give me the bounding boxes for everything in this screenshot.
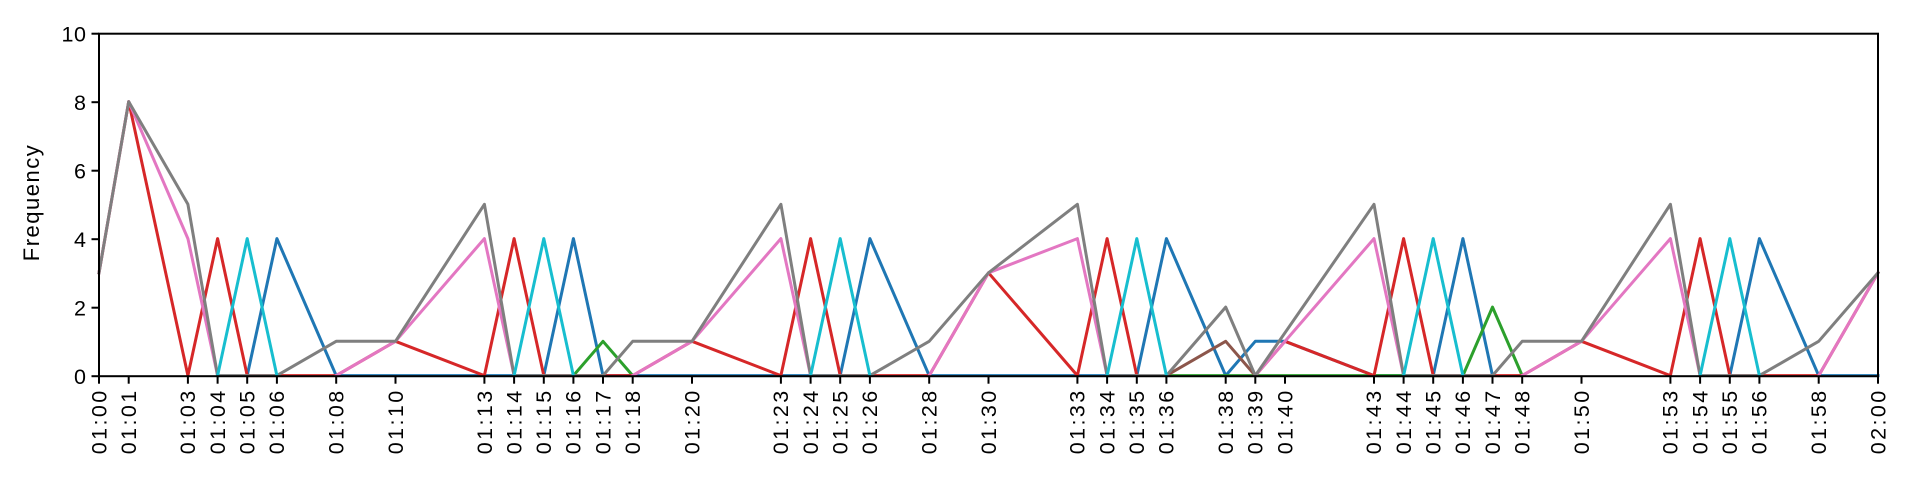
svg-text:01:39: 01:39: [1244, 388, 1268, 454]
svg-text:01:06: 01:06: [265, 388, 289, 454]
svg-text:01:43: 01:43: [1362, 388, 1386, 454]
svg-text:4: 4: [74, 228, 87, 252]
svg-text:01:16: 01:16: [562, 388, 586, 454]
svg-text:01:03: 01:03: [176, 388, 200, 454]
svg-text:01:24: 01:24: [799, 388, 823, 454]
svg-text:01:35: 01:35: [1125, 388, 1149, 454]
svg-text:01:26: 01:26: [858, 388, 882, 454]
svg-text:02:00: 02:00: [1866, 388, 1890, 454]
svg-text:01:54: 01:54: [1688, 388, 1712, 454]
svg-text:6: 6: [74, 160, 87, 184]
svg-text:0: 0: [74, 365, 87, 389]
svg-text:01:38: 01:38: [1214, 388, 1238, 454]
svg-text:01:04: 01:04: [206, 388, 230, 454]
svg-text:01:46: 01:46: [1451, 388, 1475, 454]
svg-text:01:36: 01:36: [1155, 388, 1179, 454]
svg-text:01:08: 01:08: [325, 388, 349, 454]
svg-text:01:18: 01:18: [621, 388, 645, 454]
svg-text:2: 2: [74, 297, 87, 321]
svg-text:01:20: 01:20: [680, 388, 704, 454]
svg-text:01:30: 01:30: [977, 388, 1001, 454]
svg-text:01:40: 01:40: [1273, 388, 1297, 454]
svg-text:Frequency: Frequency: [19, 144, 44, 261]
svg-text:01:56: 01:56: [1748, 388, 1772, 454]
svg-text:01:47: 01:47: [1481, 388, 1505, 454]
svg-text:8: 8: [74, 91, 87, 115]
svg-text:01:33: 01:33: [1066, 388, 1090, 454]
svg-text:01:01: 01:01: [117, 388, 141, 454]
svg-text:10: 10: [61, 23, 86, 47]
svg-text:01:10: 01:10: [384, 388, 408, 454]
svg-text:01:13: 01:13: [473, 388, 497, 454]
svg-text:01:25: 01:25: [829, 388, 853, 454]
svg-text:01:15: 01:15: [532, 388, 556, 454]
svg-text:01:55: 01:55: [1718, 388, 1742, 454]
svg-text:01:34: 01:34: [1095, 388, 1119, 454]
svg-text:01:50: 01:50: [1570, 388, 1594, 454]
svg-text:01:45: 01:45: [1422, 388, 1446, 454]
svg-text:01:17: 01:17: [591, 388, 615, 454]
svg-text:01:44: 01:44: [1392, 388, 1416, 454]
svg-text:01:53: 01:53: [1659, 388, 1683, 454]
svg-text:01:00: 01:00: [87, 388, 111, 454]
svg-text:01:48: 01:48: [1511, 388, 1535, 454]
svg-text:01:28: 01:28: [918, 388, 942, 454]
svg-text:01:58: 01:58: [1807, 388, 1831, 454]
svg-text:01:23: 01:23: [769, 388, 793, 454]
svg-text:01:05: 01:05: [236, 388, 260, 454]
svg-text:01:14: 01:14: [502, 388, 526, 454]
